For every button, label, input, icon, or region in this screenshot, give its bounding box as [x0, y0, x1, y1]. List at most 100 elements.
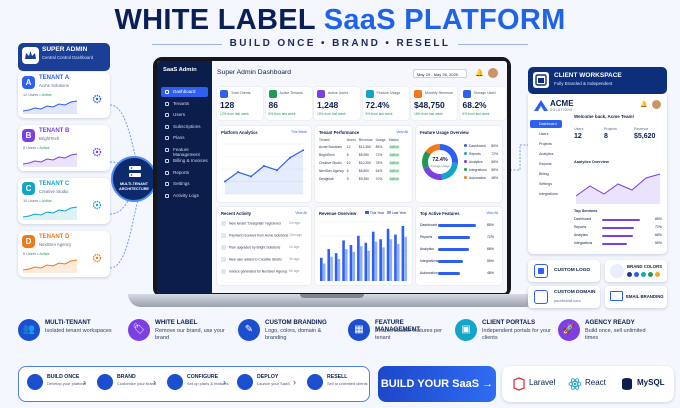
revenue-bar — [379, 239, 382, 281]
sidebar-item[interactable]: Tenants — [161, 99, 208, 109]
tenant-desc: BrightTech — [39, 136, 60, 141]
color-swatch[interactable] — [634, 272, 639, 277]
email-branding-card[interactable]: EMAIL BRANDING — [605, 286, 667, 308]
legend-label: Automation — [469, 176, 487, 180]
tenant-badge: C — [22, 182, 35, 195]
tenant-meta: 12 Users • Active — [23, 93, 52, 97]
workspace-menu-item[interactable]: Users — [530, 130, 562, 138]
title-part-2: SaaS PLATFORM — [323, 4, 566, 36]
legend-value: 72% — [491, 152, 498, 156]
gear-icon[interactable] — [92, 253, 102, 263]
client-workspace-preview: ACME SOLUTIONS 🔔 Dashboard Users Projects A… — [528, 94, 667, 254]
workspace-menu-item[interactable]: Analytics — [530, 150, 562, 158]
workspace-menu-item[interactable]: Billing — [530, 170, 562, 178]
sidebar-item[interactable]: Settings — [161, 179, 208, 189]
revenue-bar — [404, 236, 407, 281]
column-header: Status — [388, 138, 399, 142]
activity-item[interactable]: Invoice generated for NextGen Agency 5h a… — [221, 269, 307, 274]
color-swatch[interactable] — [648, 272, 653, 277]
custom-domain-card[interactable]: CUSTOM DOMAIN yourbrand.com — [528, 286, 600, 308]
feature-value: 68% — [486, 247, 494, 251]
service-progress — [602, 218, 641, 221]
step-desc: Develop your platform — [47, 381, 87, 386]
activity-item[interactable]: Payment received from Acme Solutions 15m … — [221, 233, 307, 238]
table-row[interactable]: Acme Solutions 12 $12,450 85% Active — [319, 143, 403, 151]
connector-right — [510, 144, 530, 171]
workspace-menu-label: Billing — [539, 171, 549, 176]
sidebar-item[interactable]: Billing & Invoices — [161, 156, 208, 166]
workspace-line-chart — [575, 173, 661, 204]
color-swatch[interactable] — [641, 272, 646, 277]
build-your-saas-button[interactable]: BUILD YOUR SaaS → — [378, 366, 496, 402]
legend-value: 68% — [491, 160, 498, 164]
bell-icon[interactable]: 🔔 — [640, 102, 648, 108]
tenant-card[interactable]: C TENANT C Creative Studio 10 Users • Activ… — [18, 178, 110, 224]
client-workspace-header: CLIENT WORKSPACE Fully Branded & Indepen… — [528, 67, 667, 94]
tenant-card[interactable]: D TENANT D NextGen Agency 6 Users • Active — [18, 231, 110, 277]
workspace-subtitle: Fully Branded & Independent — [554, 81, 613, 86]
sidebar-item[interactable]: Plans — [161, 133, 208, 143]
table-cell: 70% — [376, 175, 389, 183]
kpi-delta: 6% from last week — [462, 112, 490, 116]
color-swatch[interactable] — [627, 272, 632, 277]
table-cell: Active — [388, 159, 403, 167]
table-cell: Active — [388, 175, 403, 183]
bell-icon[interactable]: 🔔 — [475, 70, 484, 77]
table-row[interactable]: Designlab 9 $9,350 70% Active — [319, 175, 403, 183]
revenue-bar — [357, 235, 360, 281]
table-row[interactable]: Creative Studio 10 $10,200 78% Active — [319, 159, 403, 167]
top-features-card: Top Active Features View All Dashboard 85… — [416, 207, 502, 285]
range-select[interactable]: This Week — [291, 130, 307, 134]
sidebar-item[interactable]: Activity Logs — [161, 191, 208, 201]
workspace-menu-label: Reports — [539, 161, 552, 166]
cell-value: 70% — [375, 177, 383, 181]
gear-icon[interactable] — [92, 147, 102, 157]
brand-colors-card[interactable]: BRAND COLORS — [605, 260, 667, 282]
legend-value: 48% — [491, 176, 498, 180]
email-branding-label: EMAIL BRANDING — [626, 294, 664, 299]
revenue-bar — [396, 243, 400, 281]
sidebar-item[interactable]: Feature Management — [161, 145, 208, 157]
workspace-menu-item[interactable]: Dashboard — [530, 120, 562, 128]
view-all-link[interactable]: View All — [486, 211, 498, 215]
tenant-desc: NextGen Agency — [39, 242, 72, 247]
view-all-link[interactable]: View All — [295, 211, 307, 215]
tenant-card[interactable]: A TENANT A Acme Solutions 12 Users • Active — [18, 72, 110, 118]
gear-icon[interactable] — [92, 200, 102, 210]
revenue-bar — [371, 231, 375, 281]
page-title: WHITE LABEL SaaS PLATFORM — [0, 4, 680, 37]
service-row: Analytics 68% — [574, 233, 662, 240]
table-cell: 6 — [347, 167, 359, 175]
column-header: Tenant — [319, 138, 330, 142]
activity-item[interactable]: Plan upgraded by Bright Solutions 1h ago — [221, 245, 307, 250]
kpi-card: Monthly Revenue $48,750 18% from last week — [411, 87, 457, 120]
activity-time: 5h ago — [289, 269, 300, 273]
custom-logo-card[interactable]: CUSTOM LOGO — [528, 260, 600, 282]
tenant-card[interactable]: B TENANT B BrightTech 8 Users • Active — [18, 125, 110, 171]
status-badge: Active — [388, 161, 400, 165]
date-range-picker[interactable]: May 20 - May 26, 2025 — [413, 69, 467, 78]
feature-icon: ✎ — [238, 319, 260, 341]
gear-icon[interactable] — [92, 94, 102, 104]
workspace-menu-item[interactable]: Projects — [530, 140, 562, 148]
sidebar-item-label: Users — [173, 112, 185, 117]
server-icon — [129, 166, 141, 177]
kpi-value: $48,750 — [414, 100, 445, 110]
table-row[interactable]: NextGen Agency 6 $6,800 64% Active — [319, 167, 403, 175]
activity-item[interactable]: New user added to Creative Studio 3h ago — [221, 257, 307, 262]
table-row[interactable]: BrightTech 8 $8,950 72% Active — [319, 151, 403, 159]
sidebar-item[interactable]: Subscriptions — [161, 122, 208, 132]
color-swatch[interactable] — [655, 272, 660, 277]
dashboard-title: Super Admin Dashboard — [217, 69, 292, 76]
view-all-link[interactable]: View All — [396, 130, 408, 134]
avatar[interactable] — [488, 68, 498, 78]
sidebar-item[interactable]: Reports — [161, 168, 208, 178]
activity-item[interactable]: New tenant "Designlab" registered 2m ago — [221, 221, 307, 226]
legend-label: Reports — [469, 152, 481, 156]
avatar[interactable] — [652, 100, 661, 109]
sidebar-item[interactable]: Users — [161, 110, 208, 120]
workspace-menu-item[interactable]: Integrations — [530, 190, 562, 198]
workspace-menu-item[interactable]: Reports — [530, 160, 562, 168]
workspace-menu-item[interactable]: Settings — [530, 180, 562, 188]
sidebar-item[interactable]: Dashboard — [161, 87, 208, 97]
